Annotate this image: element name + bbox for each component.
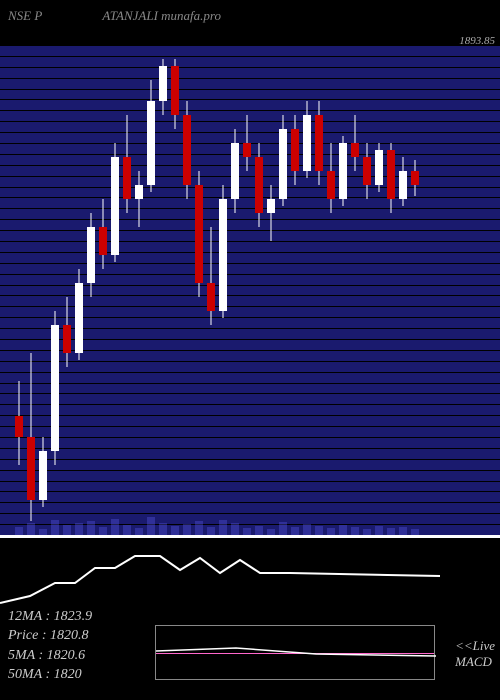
- ma-info: 12MA : 1823.9 Price : 1820.8 5MA : 1820.…: [8, 607, 92, 685]
- macd-line-chart: [0, 548, 500, 608]
- chart-header: NSE P ATANJALI munafa.pro: [8, 8, 492, 24]
- volume-bars: [0, 505, 500, 535]
- symbol-label: ATANJALI munafa.pro: [102, 8, 221, 24]
- macd-labels: <<Live MACD: [455, 638, 495, 670]
- macd-indicator-box: [155, 625, 435, 680]
- candlestick-chart[interactable]: [0, 45, 500, 535]
- macd-signal-line: [156, 626, 436, 681]
- exchange-label: NSE P: [8, 8, 42, 24]
- macd-panel: 12MA : 1823.9 Price : 1820.8 5MA : 1820.…: [0, 538, 500, 700]
